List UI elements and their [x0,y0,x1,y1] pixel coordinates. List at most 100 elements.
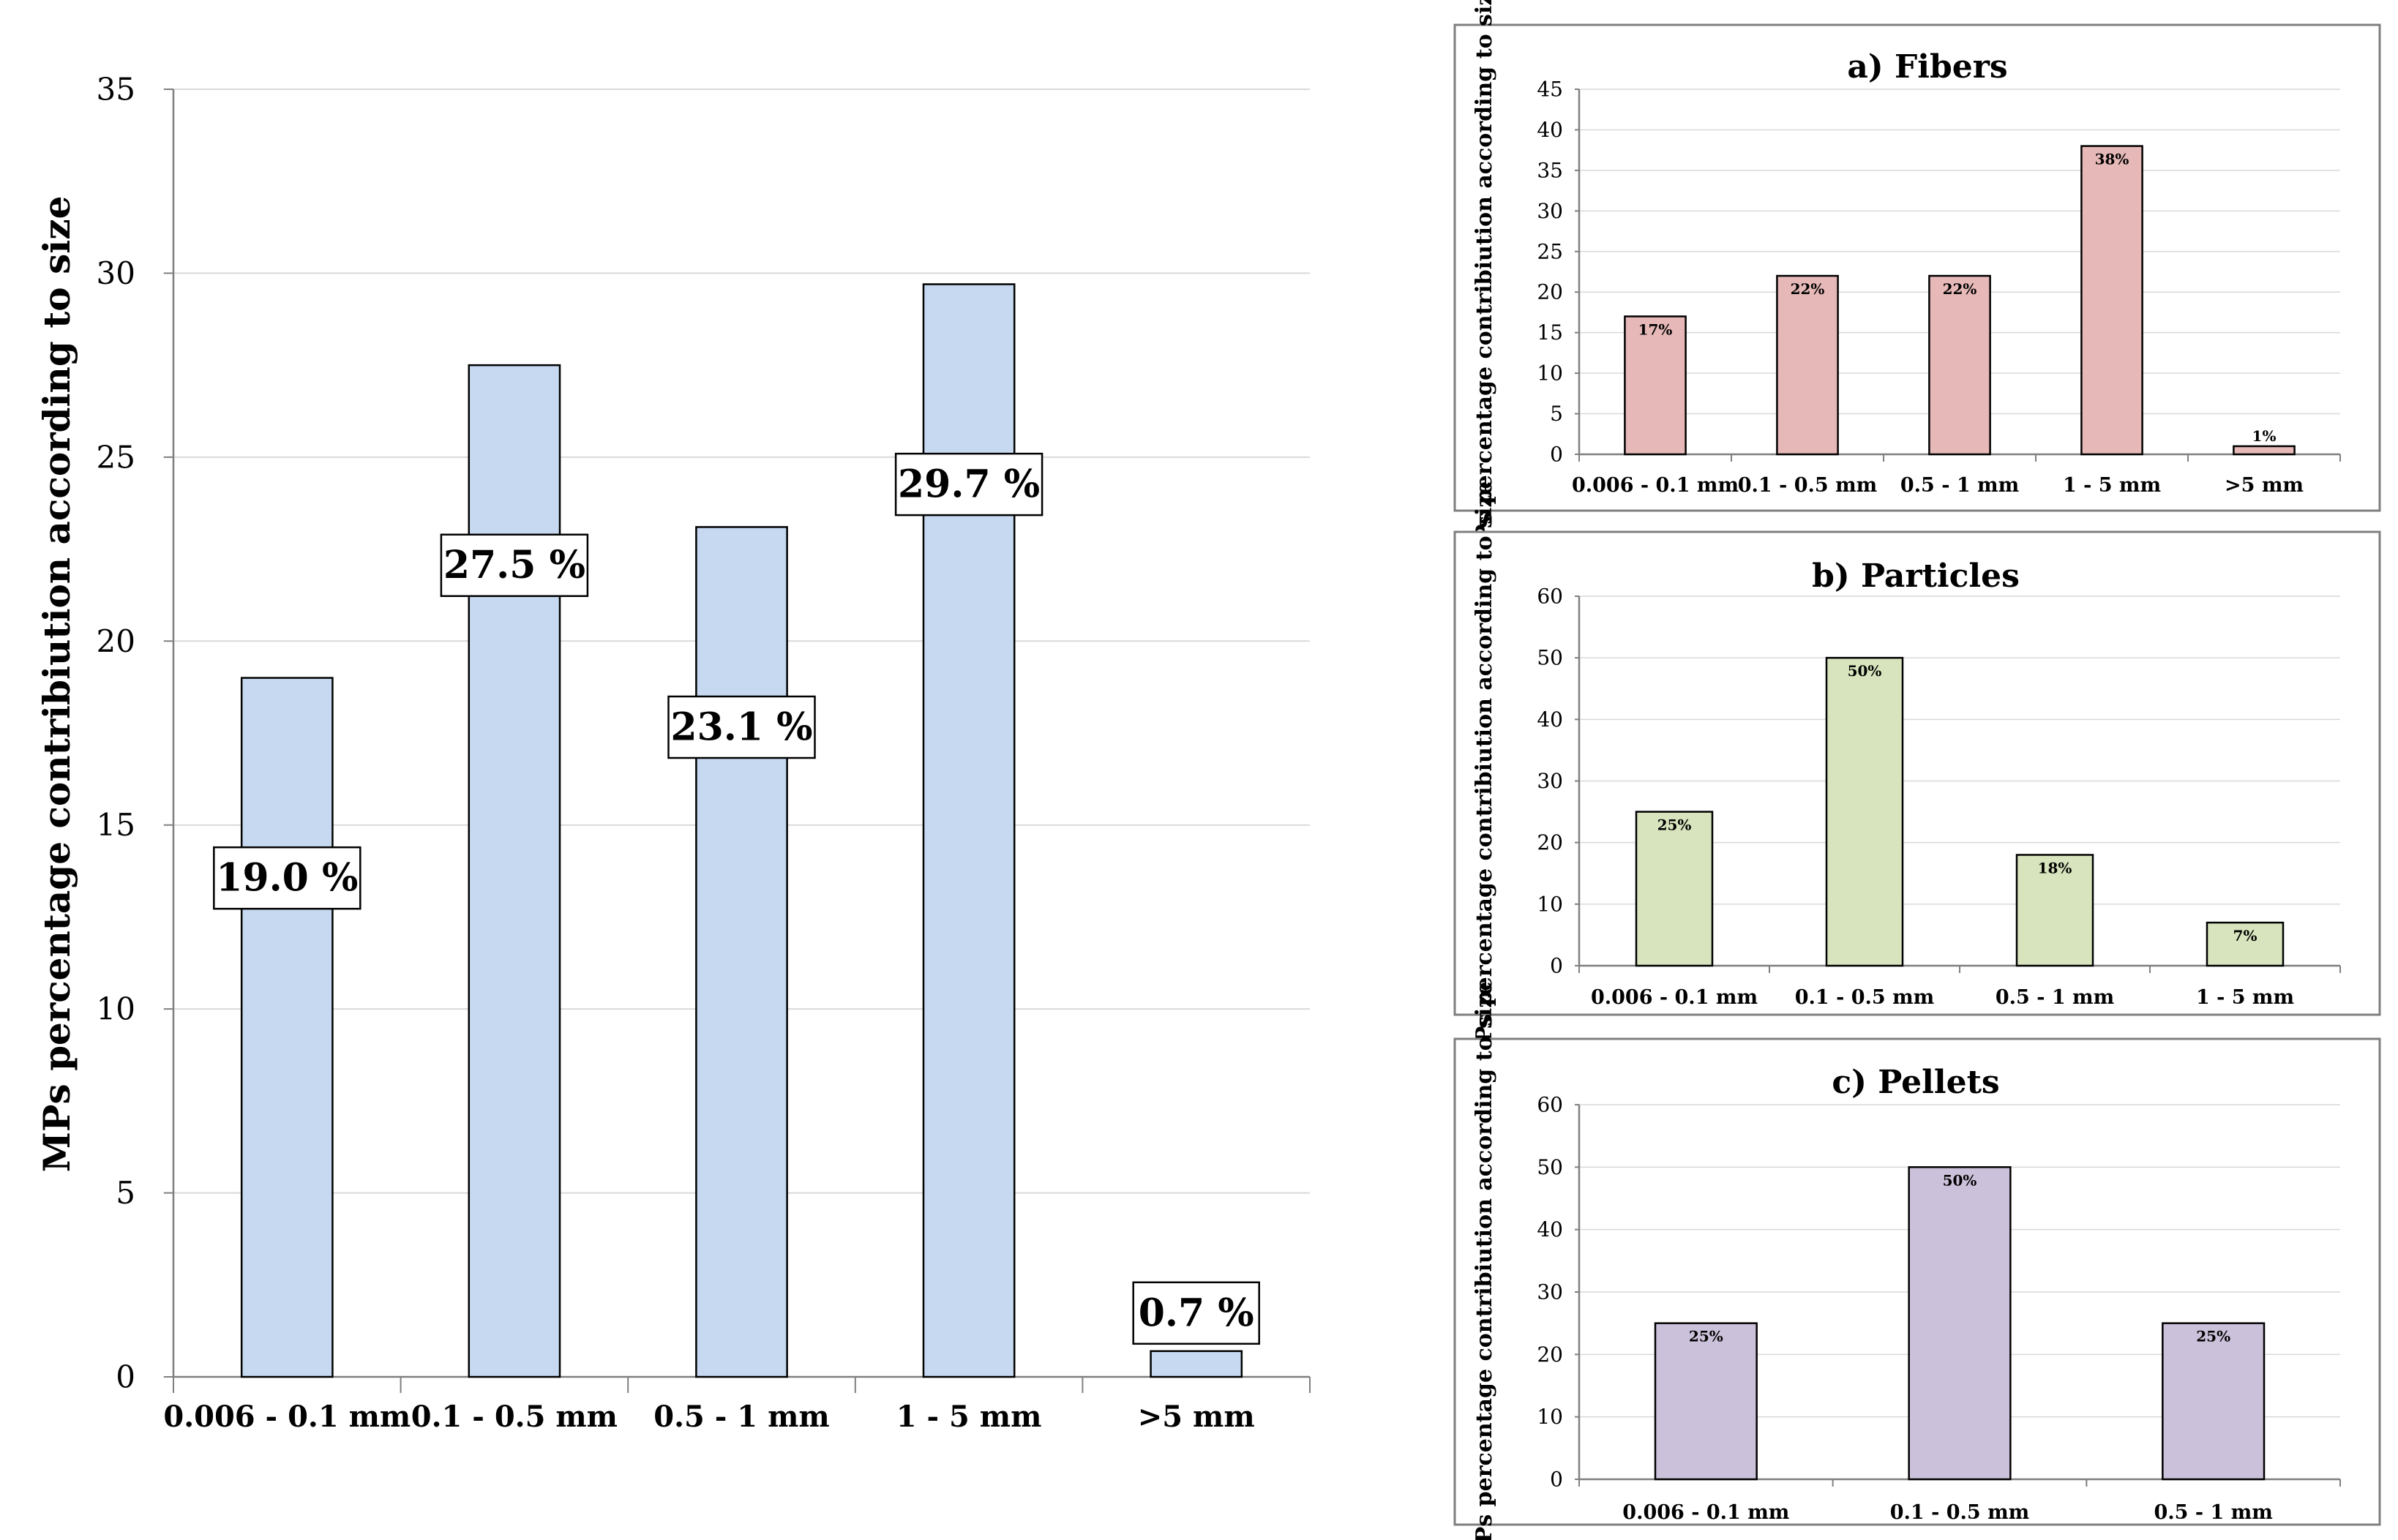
main-category-label: 0.006 - 0.1 mm [163,1400,411,1434]
pellets-bar [2162,1322,2266,1481]
fibers-y-axis-label-line1: MPs percentage contribiution according t… [1472,0,1497,565]
fibers-bar [1928,274,1991,456]
pellets-bar [1908,1166,2012,1481]
particles-y-tick-label: 50 [1537,646,1563,670]
fibers-y-tick-label: 30 [1537,199,1563,223]
particles-y-tick-label: 10 [1537,892,1563,916]
fibers-data-label: 17% [1638,320,1673,338]
main-y-axis-label: MPs percentage contribiution according t… [35,196,78,1173]
fibers-bar [1776,274,1839,456]
fibers-y-tick-label: 35 [1537,158,1563,182]
main-bar [240,677,334,1378]
particles-y-tick-label: 30 [1537,769,1563,793]
main-y-tick-label: 30 [97,255,135,291]
particles-y-tick-label: 60 [1537,585,1563,609]
particles-data-label: 18% [2038,860,2072,877]
particles-category-label: 0.006 - 0.1 mm [1591,986,1758,1009]
main-y-tick-label: 10 [97,991,135,1027]
pellets-data-label: 25% [2196,1328,2230,1345]
fibers-bar [1624,315,1687,456]
main-data-label-box [440,533,589,597]
particles-bar [1635,811,1714,967]
fibers-data-label: 1% [2252,427,2277,445]
main-y-tick-label: 35 [97,72,135,108]
fibers-category-label: >5 mm [2225,474,2304,497]
pellets-y-tick-label: 10 [1537,1405,1563,1429]
main-category-label: 0.5 - 1 mm [653,1400,829,1434]
main-bar [468,364,561,1378]
main-data-label: 27.5 % [443,543,585,587]
pellets-category-label: 0.5 - 1 mm [2154,1501,2273,1524]
main-bar [922,283,1016,1378]
main-data-label: 19.0 % [216,856,358,901]
particles-category-label: 0.1 - 0.5 mm [1795,986,1935,1009]
fibers-chart-title: a) Fibers [1847,48,2007,86]
fibers-y-tick-label: 45 [1537,78,1563,102]
fibers-y-tick-label: 0 [1550,443,1563,467]
fibers-category-label: 0.1 - 0.5 mm [1738,474,1878,497]
pellets-chart-title: c) Pellets [1832,1064,1999,1101]
fibers-chart-panel: a) Fibers MPs percentage contribiution a… [1453,0,2381,565]
pellets-data-label: 25% [1689,1328,1723,1345]
fibers-data-label: 38% [2095,151,2129,168]
pellets-chart-panel: c) Pellets MPs percentage contribiution … [1453,982,2381,1540]
particles-y-axis-label-wrap: MPs percentage contribiution according t… [1472,481,1497,1067]
fibers-panel-border [1453,23,2381,512]
pellets-y-axis-label: MPs percentage contribiution according t… [1472,982,1497,1540]
main-bar [695,526,788,1378]
particles-category-label: 0.5 - 1 mm [1996,986,2114,1009]
main-data-label-box [213,846,361,910]
fibers-y-tick-label: 20 [1537,280,1563,304]
fibers-category-label: 0.006 - 0.1 mm [1572,474,1739,497]
main-category-label: >5 mm [1138,1400,1255,1434]
main-y-tick-label: 25 [97,439,135,475]
fibers-category-label: 1 - 5 mm [2063,474,2161,497]
fibers-y-tick-label: 25 [1537,239,1563,263]
main-data-label: 0.7 % [1139,1291,1254,1335]
pellets-category-label: 0.006 - 0.1 mm [1622,1501,1789,1524]
particles-chart-title: b) Particles [1812,557,2020,595]
fibers-y-tick-label: 10 [1537,361,1563,386]
particles-bar [2015,854,2094,967]
fibers-data-label: 22% [1943,280,1977,298]
particles-y-tick-label: 0 [1550,954,1563,978]
particles-data-label: 7% [2233,927,2258,944]
pellets-y-tick-label: 30 [1537,1280,1563,1304]
main-size-distribution-chart: MPs percentage contribiution according t… [35,72,1311,1434]
particles-chart-panel: b) Particles MPs percentage contribiutio… [1453,481,2381,1067]
pellets-y-tick-label: 60 [1537,1093,1563,1117]
fibers-y-tick-label: 5 [1550,402,1563,426]
particles-category-label: 1 - 5 mm [2196,986,2294,1009]
particles-y-tick-label: 20 [1537,830,1563,854]
fibers-bar [2080,145,2143,456]
pellets-y-tick-label: 50 [1537,1155,1563,1179]
main-data-label-box [667,695,816,759]
main-y-tick-label: 5 [116,1175,135,1211]
particles-data-label: 25% [1657,816,1692,834]
fibers-bar [2233,445,2296,456]
particles-bar [2206,921,2285,967]
main-data-label: 23.1 % [670,705,812,750]
fibers-category-label: 0.5 - 1 mm [1900,474,2019,497]
fibers-y-tick-label: 40 [1537,118,1563,142]
main-category-label: 1 - 5 mm [896,1400,1042,1434]
pellets-y-tick-label: 20 [1537,1342,1563,1367]
particles-y-tick-label: 40 [1537,707,1563,732]
main-bar [1150,1350,1243,1378]
fibers-y-tick-label: 15 [1537,320,1563,345]
pellets-category-label: 0.1 - 0.5 mm [1890,1501,2030,1524]
particles-y-axis-label: MPs percentage contribiution according t… [1472,481,1497,1067]
main-y-tick-label: 0 [116,1359,135,1395]
pellets-y-tick-label: 0 [1550,1468,1563,1492]
pellets-data-label: 50% [1943,1171,1977,1189]
pellets-y-tick-label: 40 [1537,1217,1563,1242]
particles-bar [1825,656,1904,967]
fibers-y-axis-label: MPs percentage contribiution according t… [1472,0,1497,565]
fibers-data-label: 22% [1791,280,1825,298]
main-data-label-box [1132,1281,1260,1345]
main-category-label: 0.1 - 0.5 mm [411,1400,618,1434]
main-y-tick-label: 20 [97,623,135,659]
pellets-bar [1654,1322,1758,1481]
pellets-y-axis-label-wrap: MPs percentage contribiution according t… [1472,982,1497,1540]
